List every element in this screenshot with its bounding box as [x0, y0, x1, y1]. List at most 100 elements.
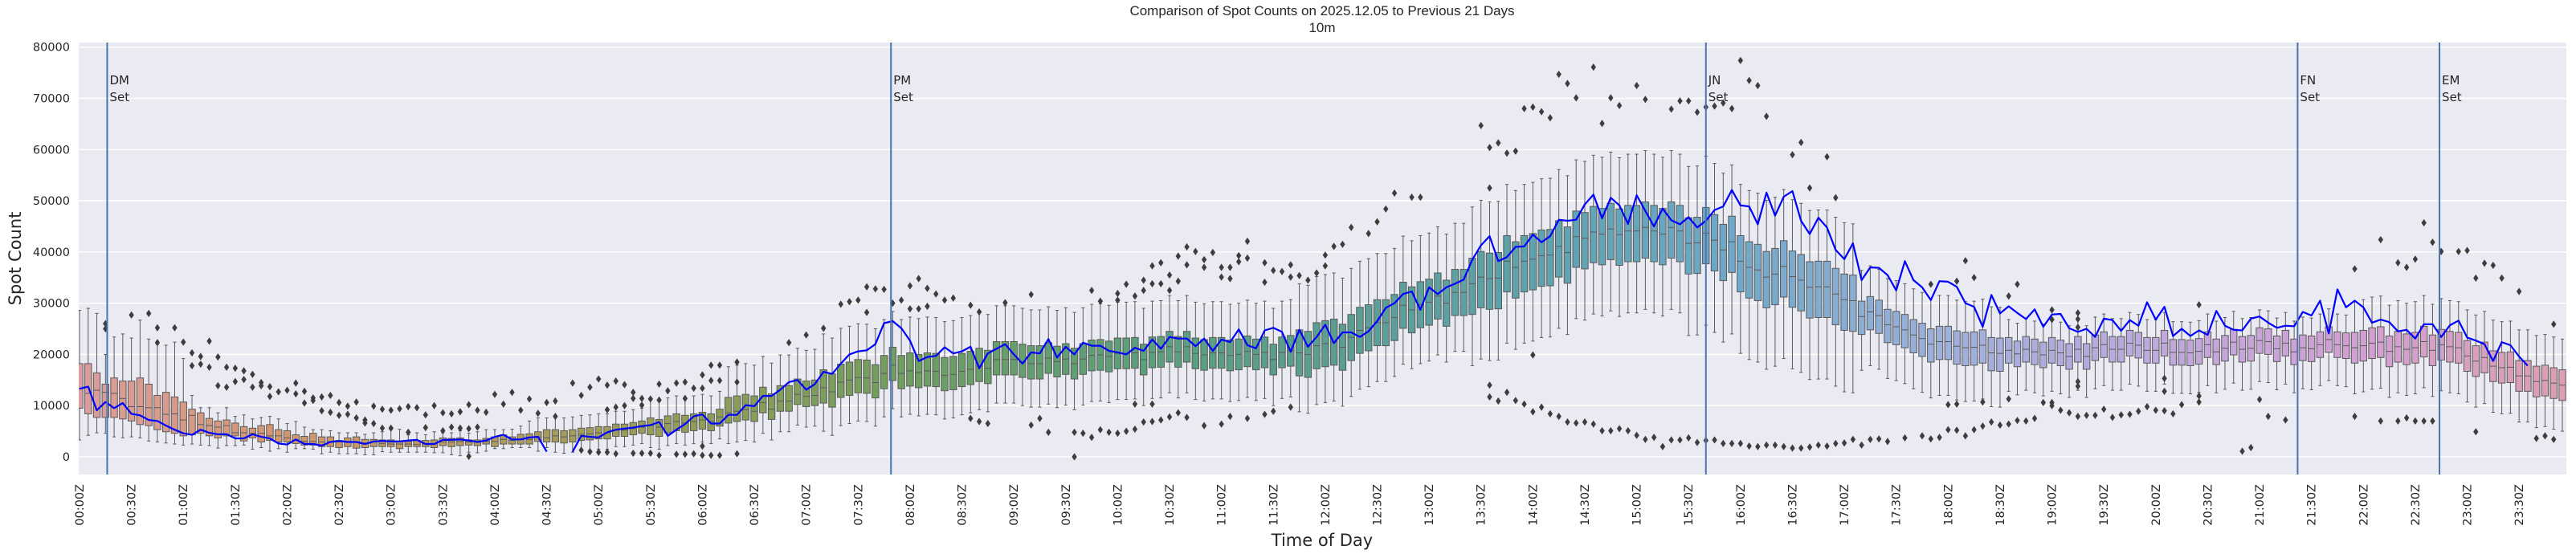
box-iqr: [1815, 260, 1823, 319]
outlier-point: [1729, 104, 1735, 112]
outlier-point: [1590, 420, 1596, 428]
outlier-point: [500, 400, 506, 408]
box-iqr: [880, 355, 888, 389]
x-tick-label: 21:30Z: [2306, 484, 2319, 526]
outlier-point: [336, 411, 342, 419]
x-tick-label: 19:00Z: [2047, 484, 2060, 526]
outlier-point: [1651, 434, 1657, 442]
box-280: [2497, 274, 2506, 414]
box-iqr: [1927, 328, 1935, 363]
box-210: [1892, 280, 1900, 381]
outlier-point: [544, 398, 549, 406]
box-263: [2350, 265, 2359, 421]
outlier-point: [872, 285, 879, 293]
outlier-point: [2162, 374, 2167, 383]
box-265: [2368, 296, 2376, 390]
event-label-pm: PM: [893, 73, 911, 88]
box-iqr: [1641, 201, 1650, 259]
box-213: [1918, 291, 1926, 440]
box-iqr: [1831, 267, 1840, 325]
box-218: [1962, 257, 1970, 440]
outlier-point: [1953, 426, 1960, 434]
box-142: [1304, 276, 1312, 414]
x-tick-label: 21:00Z: [2254, 484, 2267, 526]
box-iqr: [1918, 323, 1926, 357]
outlier-point: [1574, 94, 1579, 102]
x-tick-label: 03:00Z: [386, 484, 398, 526]
outlier-point: [328, 408, 333, 417]
box-iqr: [1788, 250, 1797, 308]
box-133: [1226, 263, 1235, 421]
outlier-point: [2421, 417, 2427, 425]
outlier-point: [2144, 402, 2150, 411]
box-209: [1884, 278, 1892, 446]
outlier-point: [1504, 149, 1510, 157]
outlier-point: [682, 450, 688, 458]
box-63: [620, 381, 629, 447]
outlier-point: [2075, 413, 2081, 421]
box-168: [1529, 103, 1537, 416]
box-128: [1182, 242, 1191, 422]
outlier-point: [631, 394, 636, 402]
outlier-point: [2430, 238, 2435, 246]
box-261: [2333, 313, 2341, 386]
box-iqr: [1503, 234, 1511, 293]
box-236: [2117, 318, 2125, 419]
x-tick-label: 07:00Z: [801, 484, 814, 526]
box-259: [2316, 313, 2325, 386]
outlier-point: [578, 446, 584, 454]
x-tick-label: 12:00Z: [1320, 484, 1333, 526]
box-242: [2169, 321, 2178, 418]
box-93: [880, 285, 888, 417]
outlier-point: [700, 442, 705, 450]
box-192: [1737, 56, 1745, 448]
x-tick-label: 04:00Z: [489, 484, 502, 526]
outlier-point: [353, 398, 359, 406]
outlier-point: [2178, 401, 2185, 409]
box-iqr: [162, 392, 170, 433]
outlier-point: [215, 381, 221, 389]
outlier-point: [1028, 421, 1034, 430]
outlier-point: [985, 419, 991, 428]
box-182: [1650, 153, 1658, 442]
box-iqr: [888, 347, 897, 381]
outlier-point: [734, 450, 740, 458]
box-57: [569, 379, 577, 453]
box-233: [2091, 316, 2100, 419]
box-iqr: [1962, 332, 1970, 366]
box-iqr: [725, 397, 733, 424]
outlier-point: [1815, 441, 1821, 449]
outlier-point: [250, 370, 255, 378]
outlier-point: [1806, 443, 1813, 451]
box-196: [1771, 197, 1779, 449]
outlier-point: [691, 384, 696, 393]
box-iqr: [854, 359, 862, 393]
outlier-point: [440, 409, 446, 417]
outlier-point: [1227, 413, 1233, 421]
box-251: [2247, 317, 2255, 452]
outlier-point: [1530, 408, 1536, 416]
outlier-point: [1235, 258, 1242, 266]
box-37: [395, 405, 404, 453]
outlier-point: [1331, 242, 1337, 250]
box-iqr: [387, 439, 395, 447]
y-tick-label: 40000: [33, 246, 70, 259]
box-215: [1935, 295, 1944, 442]
box-iqr: [975, 348, 983, 382]
box-110: [1027, 291, 1035, 430]
outlier-point: [189, 348, 195, 357]
outlier-point: [1833, 193, 1839, 202]
box-iqr: [1771, 247, 1779, 306]
box-173: [1572, 94, 1580, 427]
outlier-point: [2118, 411, 2124, 419]
y-axis-label: Spot Count: [6, 212, 25, 306]
box-iqr: [179, 401, 187, 437]
box-224: [2013, 280, 2022, 425]
outlier-point: [1279, 267, 1285, 275]
box-8: [145, 309, 153, 442]
box-10: [162, 344, 170, 444]
outlier-point: [535, 409, 541, 417]
outlier-point: [1305, 276, 1311, 284]
box-193: [1745, 76, 1753, 450]
box-iqr: [1840, 273, 1848, 331]
